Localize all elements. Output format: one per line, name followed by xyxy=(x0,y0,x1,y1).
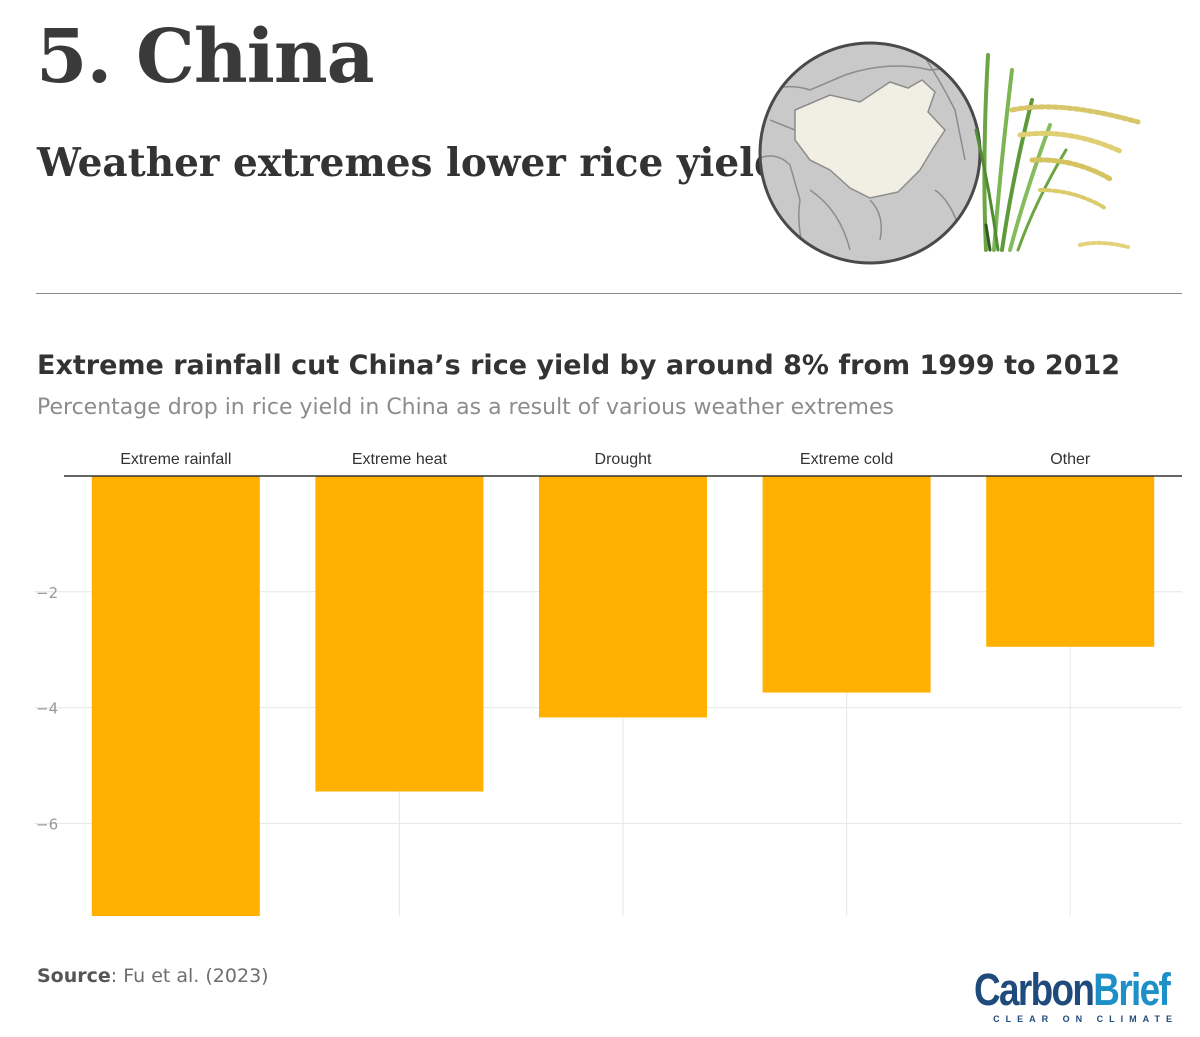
globe-icon xyxy=(758,41,982,265)
header-divider xyxy=(36,293,1182,294)
category-label: Extreme heat xyxy=(352,451,448,468)
page-title: 5. China xyxy=(36,14,375,100)
logo-brief: Brief xyxy=(1093,964,1171,1015)
chart-title: Extreme rainfall cut China’s rice yield … xyxy=(37,350,1121,381)
bar-other xyxy=(986,476,1155,647)
y-axis-ticks: −2 −4 −6 xyxy=(36,584,58,834)
bars xyxy=(91,476,1155,916)
globe-rice-illustration xyxy=(758,41,1141,265)
logo-tagline: CLEAR ON CLIMATE xyxy=(993,1014,1178,1024)
category-label: Other xyxy=(1050,451,1091,468)
category-label: Drought xyxy=(595,451,652,468)
chart-subtitle: Percentage drop in rice yield in China a… xyxy=(37,395,894,420)
y-tick-label: −4 xyxy=(36,700,58,718)
category-label: Extreme cold xyxy=(800,451,893,468)
bar-extreme-heat xyxy=(315,476,484,792)
bar-drought xyxy=(539,476,707,718)
category-label: Extreme rainfall xyxy=(120,451,231,468)
rice-plant-icon xyxy=(974,53,1141,252)
y-tick-label: −6 xyxy=(36,815,58,833)
logo-carbon: Carbon xyxy=(974,964,1095,1015)
source-label: Source xyxy=(37,965,111,987)
bar-chart: Extreme rainfall Extreme heat Drought Extre… xyxy=(34,451,1182,916)
logo-wordmark: CarbonBrief xyxy=(974,967,1171,1012)
source-text: : Fu et al. (2023) xyxy=(110,965,269,987)
page-subtitle: Weather extremes lower rice yield xyxy=(37,140,782,186)
carbonbrief-logo: CarbonBrief CLEAR ON CLIMATE xyxy=(974,967,1186,1024)
category-labels: Extreme rainfall Extreme heat Drought Extre… xyxy=(120,451,1091,468)
bar-extreme-rainfall xyxy=(91,476,260,916)
bar-extreme-cold xyxy=(762,476,931,693)
y-tick-label: −2 xyxy=(36,584,58,602)
source-note: Source: Fu et al. (2023) xyxy=(37,965,269,987)
